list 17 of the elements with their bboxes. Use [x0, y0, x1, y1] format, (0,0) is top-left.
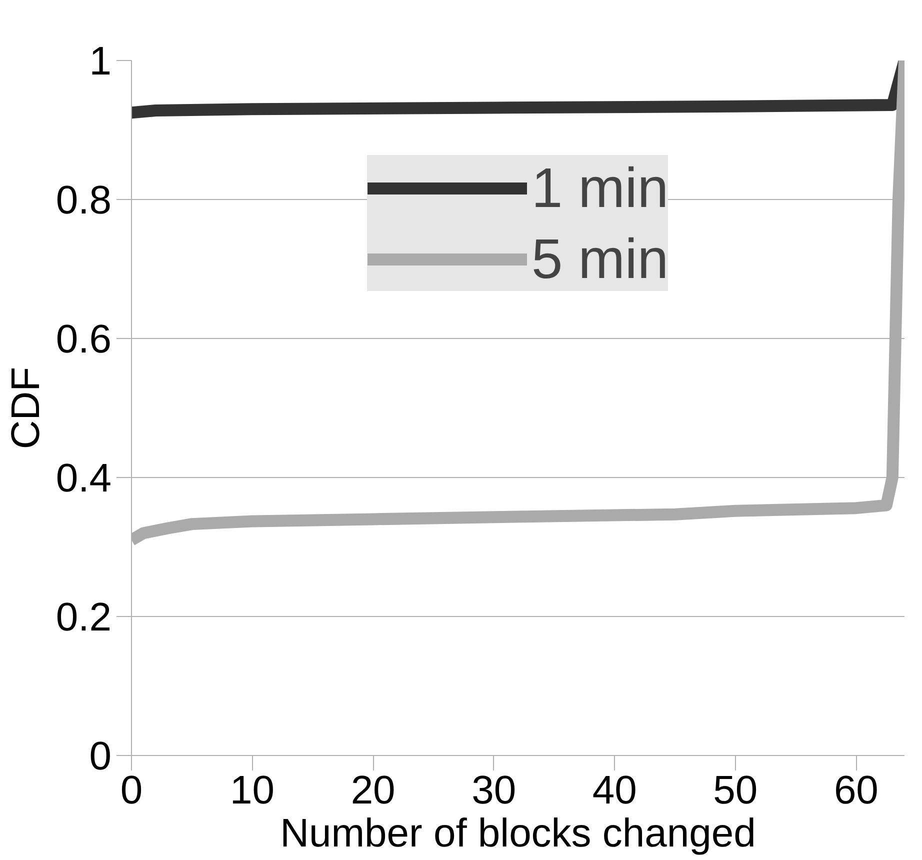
x-tick-label: 40 — [592, 768, 637, 812]
x-axis-title: Number of blocks changed — [280, 812, 756, 856]
y-tick-label: 0.2 — [56, 596, 112, 640]
y-tick-label: 0.4 — [56, 456, 112, 500]
x-tick-label: 10 — [230, 768, 275, 812]
y-tick-label: 0.6 — [56, 318, 112, 362]
x-tick-label: 60 — [834, 768, 878, 812]
legend-label: 1 min — [532, 155, 668, 220]
legend-label: 5 min — [532, 226, 668, 291]
x-tick-label: 20 — [350, 768, 396, 812]
y-tick-label: 0.8 — [56, 178, 112, 222]
y-tick-label: 1 — [89, 40, 112, 84]
y-axis-title: CDF — [4, 366, 48, 450]
x-tick-label: 30 — [472, 768, 516, 812]
x-tick-label: 0 — [120, 768, 143, 812]
x-tick-label: 50 — [713, 768, 758, 812]
y-tick-label: 0 — [89, 734, 112, 778]
